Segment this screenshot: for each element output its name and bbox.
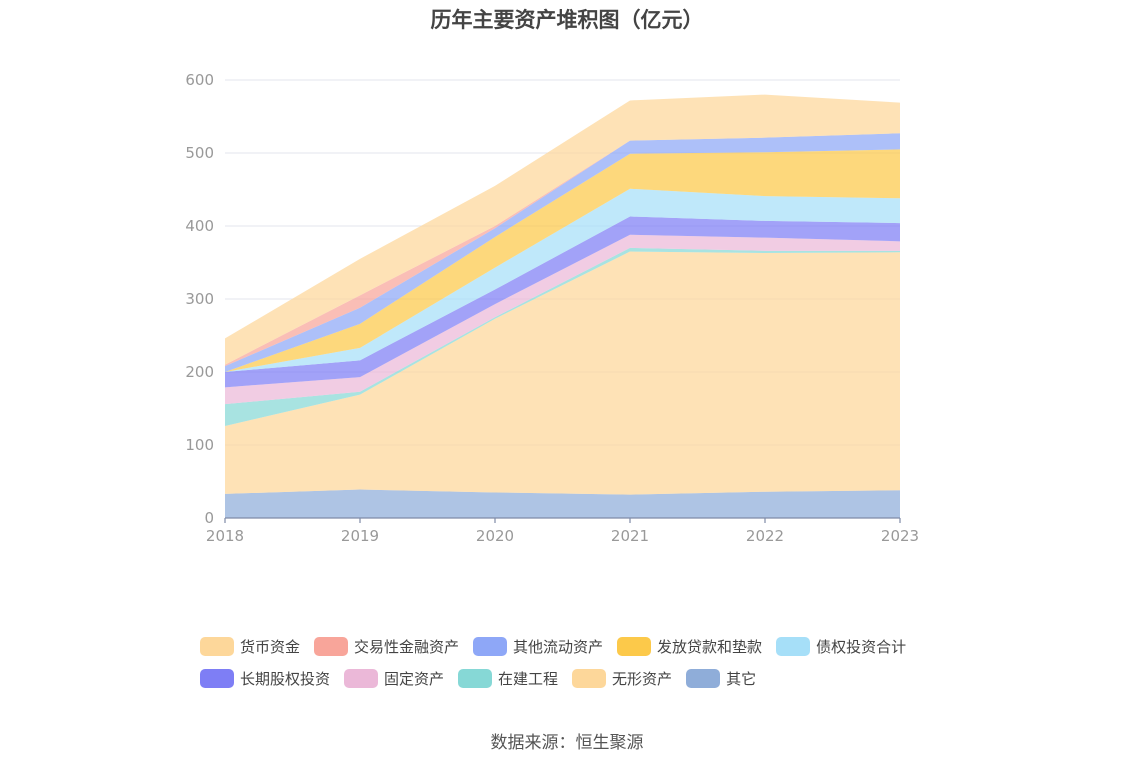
legend-swatch <box>344 668 379 688</box>
y-tick-label: 600 <box>185 71 214 89</box>
legend-swatch <box>473 636 508 656</box>
legend-item[interactable]: 固定资产 <box>344 668 444 689</box>
x-tick-label: 2022 <box>746 527 784 545</box>
legend-swatch <box>686 668 721 688</box>
legend-label: 债权投资合计 <box>816 637 907 656</box>
legend-label: 发放贷款和垫款 <box>657 637 763 656</box>
x-tick-label: 2020 <box>476 527 514 545</box>
data-source: 数据来源：恒生聚源 <box>490 733 644 753</box>
area-series-3 <box>225 234 900 405</box>
legend-label: 长期股权投资 <box>240 669 331 688</box>
legend-item[interactable]: 其它 <box>686 668 756 689</box>
legend-item[interactable]: 无形资产 <box>572 668 672 689</box>
y-tick-label: 200 <box>185 363 214 381</box>
area-series-9 <box>225 94 900 365</box>
legend-label: 交易性金融资产 <box>354 637 460 656</box>
legend-swatch <box>617 636 652 656</box>
area-layer <box>225 94 900 518</box>
legend-item[interactable]: 债权投资合计 <box>776 636 906 657</box>
area-series-2 <box>225 247 900 427</box>
x-tick-label: 2023 <box>881 527 919 545</box>
legend-swatch <box>200 636 234 656</box>
legend-item[interactable]: 货币资金 <box>200 636 300 657</box>
legend-label: 其他流动资产 <box>513 637 604 656</box>
area-series-1 <box>225 251 900 495</box>
area-series-4 <box>225 216 900 388</box>
legend-swatch <box>458 668 493 688</box>
y-tick-label: 500 <box>185 144 214 162</box>
x-tick-label: 2018 <box>206 527 244 545</box>
legend-item[interactable]: 交易性金融资产 <box>314 636 459 657</box>
legend-swatch <box>572 668 607 688</box>
legend-row: 货币资金 交易性金融资产 其他流动资产 发放贷款和垫款 债权投资合计 <box>200 630 960 662</box>
legend-swatch <box>776 636 811 656</box>
area-series-0 <box>225 489 900 518</box>
axes: 0 100 200 300 400 500 600 2018 2019 2020 2021 2022 2… <box>185 71 919 545</box>
legend-item[interactable]: 其他流动资产 <box>473 636 603 657</box>
legend-label: 固定资产 <box>384 669 445 688</box>
y-tick-label: 300 <box>185 290 214 308</box>
legend-swatch <box>314 636 349 656</box>
x-tick-label: 2019 <box>341 527 379 545</box>
area-series-6 <box>225 149 900 372</box>
stacked-area-chart: 0 100 200 300 400 500 600 2018 2019 2020 2021 2022 2… <box>185 71 919 545</box>
legend-label: 无形资产 <box>612 669 673 688</box>
chart-title: 历年主要资产堆积图（亿元） <box>430 8 704 32</box>
x-tick-label: 2021 <box>611 527 649 545</box>
legend-row: 长期股权投资 固定资产 在建工程 无形资产 其它 <box>200 662 960 694</box>
legend-label: 其它 <box>726 669 757 688</box>
y-tick-label: 0 <box>204 509 214 527</box>
legend: 货币资金 交易性金融资产 其他流动资产 发放贷款和垫款 债权投资合计 长期股权投资 固定资… <box>200 630 960 694</box>
y-tick-label: 100 <box>185 436 214 454</box>
legend-label: 在建工程 <box>498 669 559 688</box>
legend-swatch <box>200 668 234 688</box>
area-series-5 <box>225 188 900 372</box>
legend-item[interactable]: 长期股权投资 <box>200 668 330 689</box>
legend-label: 货币资金 <box>240 637 301 656</box>
y-tick-label: 400 <box>185 217 214 235</box>
legend-item[interactable]: 发放贷款和垫款 <box>617 636 762 657</box>
legend-item[interactable]: 在建工程 <box>458 668 558 689</box>
